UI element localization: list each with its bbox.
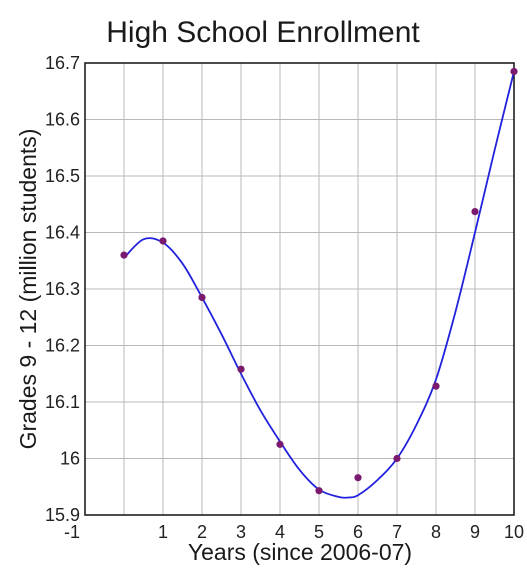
data-point (471, 207, 479, 216)
plot-frame (84, 62, 515, 516)
x-tick-label: 1 (158, 522, 168, 542)
data-point (237, 365, 245, 373)
data-point (393, 454, 401, 463)
x-tick-label: 9 (470, 522, 480, 542)
y-tick-label: 16.1 (45, 392, 80, 412)
data-point (510, 67, 518, 76)
x-tick-label: 2 (197, 522, 207, 542)
y-tick-label: 15.9 (45, 505, 80, 525)
x-tick-label: 3 (236, 522, 246, 542)
y-tick-label: 16 (60, 449, 80, 469)
y-tick-label: 16.3 (45, 279, 80, 299)
grid-lines (85, 63, 514, 515)
data-point (120, 251, 128, 259)
data-point (315, 487, 323, 495)
y-tick-label: 16.4 (45, 223, 80, 243)
series-layer (120, 67, 518, 499)
y-tick-label: 16.5 (45, 166, 80, 186)
x-tick-label: 7 (392, 522, 402, 542)
y-tick-label: 16.7 (45, 53, 80, 73)
x-tick-label: -1 (64, 522, 80, 542)
x-tick-label: 5 (314, 522, 324, 542)
x-axis-label: Years (since 2006-07) (188, 539, 412, 565)
fit-curve (123, 71, 515, 499)
y-tick-label: 16.6 (45, 110, 80, 130)
y-axis-label: Grades 9 - 12 (million students) (15, 129, 41, 450)
data-point (354, 474, 362, 482)
data-point (198, 293, 206, 302)
x-tick-label: 4 (275, 522, 285, 542)
x-tick-label: 6 (353, 522, 363, 542)
y-tick-label: 16.2 (45, 336, 80, 356)
data-point (432, 382, 440, 390)
x-tick-label: 10 (504, 522, 524, 542)
x-tick-label: 8 (431, 522, 441, 542)
data-point (159, 237, 167, 245)
tick-labels: -1 1 2 3 4 5 6 7 8 9 10 15.9 16 16.1 16.2 16.3 16.4 16.5 1… (45, 53, 524, 542)
chart-title: High School Enrollment (106, 16, 420, 49)
data-point (276, 440, 284, 448)
